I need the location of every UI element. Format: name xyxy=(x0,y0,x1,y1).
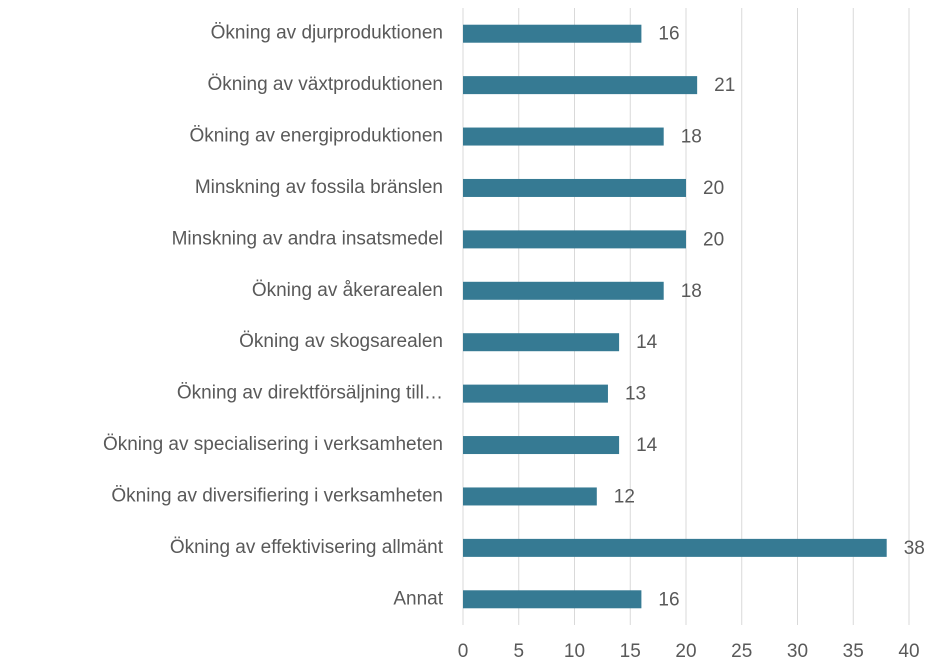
y-tick-label: Ökning av effektivisering allmänt xyxy=(170,537,444,558)
value-label: 14 xyxy=(636,332,658,353)
y-tick-label: Annat xyxy=(393,588,443,609)
bar xyxy=(463,590,642,609)
bar xyxy=(463,127,664,146)
bar xyxy=(463,76,698,95)
y-tick-label: Minskning av andra insatsmedel xyxy=(172,228,443,249)
value-label: 18 xyxy=(681,281,702,302)
bar xyxy=(463,487,597,506)
value-label: 21 xyxy=(714,75,735,96)
bar xyxy=(463,281,664,300)
y-tick-label: Ökning av växtproduktionen xyxy=(207,74,443,95)
y-tick-label: Ökning av djurproduktionen xyxy=(211,23,443,44)
y-tick-label: Ökning av energiproduktionen xyxy=(189,126,443,147)
bar xyxy=(463,24,642,43)
y-tick-label: Ökning av skogsarealen xyxy=(239,331,443,352)
bar xyxy=(463,230,686,249)
x-tick-label: 5 xyxy=(513,641,524,661)
x-tick-label: 30 xyxy=(787,641,808,661)
x-tick-label: 40 xyxy=(898,641,919,661)
value-label: 14 xyxy=(636,435,658,456)
x-tick-label: 35 xyxy=(843,641,864,661)
y-tick-label: Ökning av specialisering i verksamheten xyxy=(103,434,443,455)
y-tick-label: Ökning av direktförsäljning till… xyxy=(177,383,443,404)
bar xyxy=(463,333,620,352)
value-label: 18 xyxy=(681,127,702,148)
x-tick-label: 0 xyxy=(458,641,469,661)
y-tick-label: Ökning av diversifiering i verksamheten xyxy=(111,485,443,506)
y-tick-label: Minskning av fossila bränslen xyxy=(195,177,443,198)
value-label: 38 xyxy=(904,538,925,559)
value-label: 12 xyxy=(614,486,635,507)
value-label: 16 xyxy=(658,589,679,610)
x-tick-label: 20 xyxy=(675,641,696,661)
x-tick-label: 15 xyxy=(620,641,641,661)
x-tick-label: 10 xyxy=(564,641,585,661)
value-label: 13 xyxy=(625,384,646,405)
bar xyxy=(463,384,608,403)
bar xyxy=(463,538,887,557)
x-tick-label: 25 xyxy=(731,641,752,661)
value-label: 20 xyxy=(703,178,724,199)
bar xyxy=(463,436,620,455)
bar xyxy=(463,178,686,197)
value-label: 16 xyxy=(658,24,679,45)
y-tick-label: Ökning av åkerarealen xyxy=(252,280,443,301)
value-label: 20 xyxy=(703,229,724,250)
